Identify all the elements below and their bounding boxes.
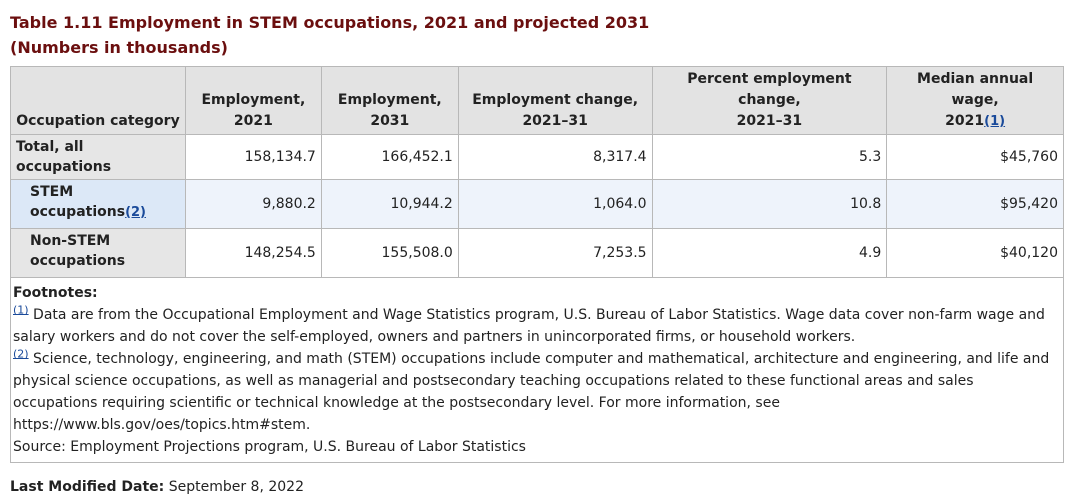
header-employment-change-line1: Employment change,: [472, 92, 639, 108]
row-label-stem-line2: occupations: [30, 204, 126, 220]
cell-employment-2031: 10,944.2: [320, 179, 459, 229]
header-employment-2021: Employment, 2021: [184, 66, 322, 135]
cell-percent-change: 4.9: [651, 228, 888, 278]
row-label-total: Total, all occupations: [10, 134, 186, 180]
footnote-2: (2) Science, technology, engineering, an…: [13, 348, 1057, 436]
employment-table: Occupation category Employment, 2021 Empl…: [10, 66, 1064, 463]
header-row: Occupation category Employment, 2021 Empl…: [10, 66, 1064, 135]
header-employment-2031-line1: Employment,: [337, 92, 442, 108]
header-median-wage-line2: 2021: [945, 113, 985, 129]
table-row-non-stem: Non-STEM occupations 148,254.5 155,508.0 …: [10, 228, 1064, 278]
row-label-stem: STEM occupations(2): [10, 179, 186, 229]
cell-employment-2031: 166,452.1: [320, 134, 459, 180]
source-note: Source: Employment Projections program, …: [13, 439, 526, 455]
header-employment-change-line2: 2021–31: [522, 113, 588, 129]
header-percent-change-line2: 2021–31: [736, 113, 803, 129]
row-label-non-stem: Non-STEM occupations: [10, 228, 186, 278]
cell-employment-2021: 158,134.7: [184, 134, 322, 180]
footnote-1-ref[interactable]: (1): [13, 303, 29, 317]
cell-employment-change: 1,064.0: [457, 179, 653, 229]
footnote-2-ref[interactable]: (2): [13, 347, 29, 361]
cell-percent-change: 5.3: [651, 134, 888, 180]
footnote-1: (1) Data are from the Occupational Emplo…: [13, 304, 1057, 348]
cell-percent-change: 10.8: [651, 179, 888, 229]
header-employment-change: Employment change, 2021–31: [457, 66, 653, 135]
header-employment-2031: Employment, 2031: [320, 66, 459, 135]
cell-median-wage: $95,420: [886, 179, 1064, 229]
footnote-link-1[interactable]: (1): [984, 114, 1006, 129]
header-percent-change-line1: Percent employment change,: [687, 71, 852, 108]
footnotes-row: Footnotes: (1) Data are from the Occupat…: [10, 277, 1064, 463]
cell-median-wage: $45,760: [886, 134, 1064, 180]
header-median-wage-line1: Median annual wage,: [917, 71, 1034, 108]
last-modified: Last Modified Date: September 8, 2022: [10, 479, 1080, 495]
header-percent-change: Percent employment change, 2021–31: [651, 66, 888, 135]
table-row-stem: STEM occupations(2) 9,880.2 10,944.2 1,06…: [10, 179, 1064, 229]
footnote-2-text: Science, technology, engineering, and ma…: [13, 351, 1050, 433]
header-employment-2031-line2: 2031: [370, 113, 410, 129]
cell-employment-change: 7,253.5: [457, 228, 653, 278]
header-employment-2021-line1: Employment,: [201, 92, 306, 108]
row-label-non-stem-line2: occupations: [30, 253, 126, 269]
cell-employment-2021: 148,254.5: [184, 228, 322, 278]
footnotes-title: Footnotes:: [13, 285, 98, 301]
cell-employment-2021: 9,880.2: [184, 179, 322, 229]
row-label-stem-line1: STEM: [30, 184, 74, 200]
header-employment-2021-line2: 2021: [233, 113, 273, 129]
footnote-1-text: Data are from the Occupational Employmen…: [13, 307, 1045, 345]
table-row-total: Total, all occupations 158,134.7 166,452…: [10, 134, 1064, 180]
cell-employment-2031: 155,508.0: [320, 228, 459, 278]
header-median-wage: Median annual wage, 2021(1): [886, 66, 1064, 135]
footnote-link-2[interactable]: (2): [125, 205, 146, 220]
table-title: Table 1.11 Employment in STEM occupation…: [10, 13, 650, 32]
cell-employment-change: 8,317.4: [457, 134, 653, 180]
last-modified-date: September 8, 2022: [164, 479, 304, 495]
last-modified-label: Last Modified Date:: [10, 479, 165, 495]
cell-median-wage: $40,120: [886, 228, 1064, 278]
footnotes: Footnotes: (1) Data are from the Occupat…: [10, 277, 1064, 463]
header-category: Occupation category: [10, 66, 186, 135]
row-label-non-stem-line1: Non-STEM: [30, 233, 111, 249]
table-subtitle: (Numbers in thousands): [10, 38, 228, 57]
